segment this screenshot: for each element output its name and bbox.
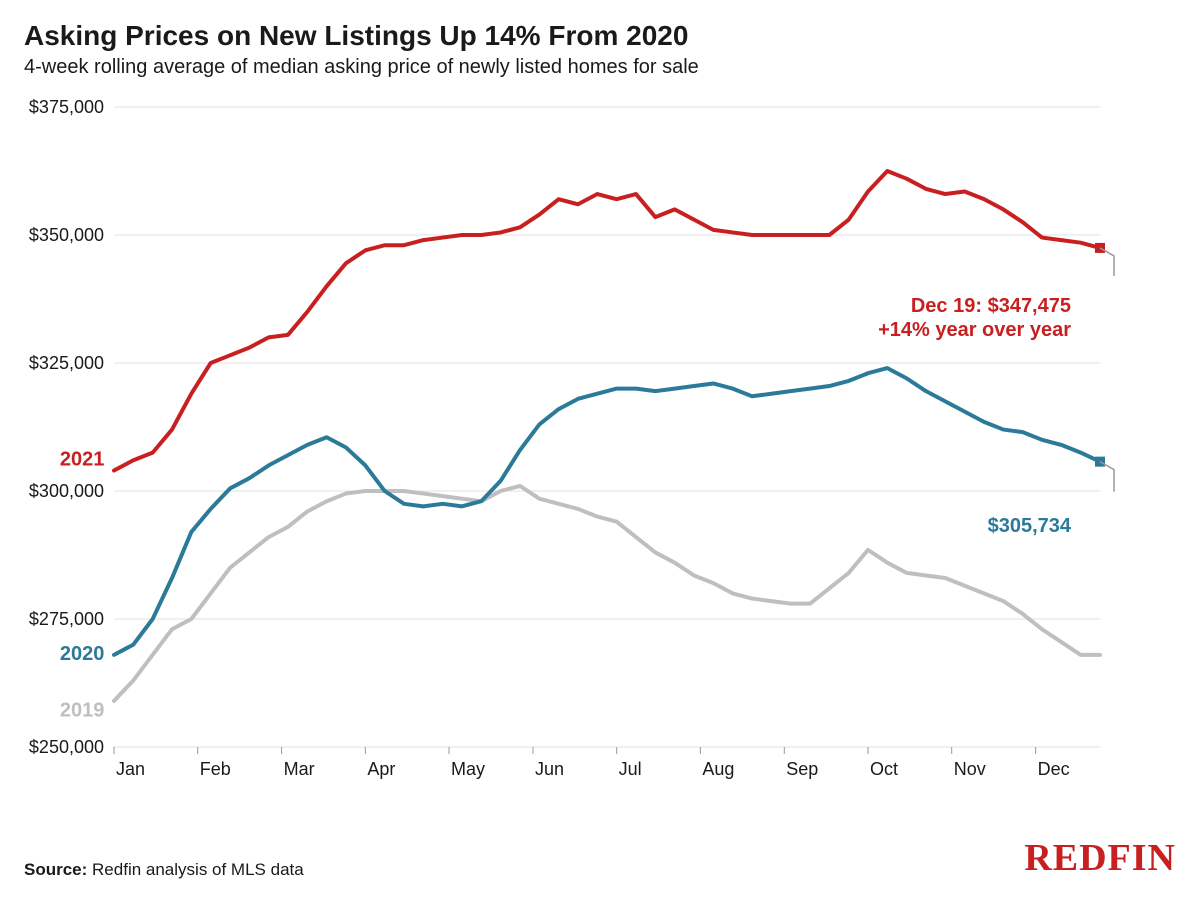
svg-text:Sep: Sep: [786, 759, 818, 779]
svg-text:Apr: Apr: [367, 759, 395, 779]
svg-text:May: May: [451, 759, 485, 779]
svg-text:$305,734: $305,734: [988, 515, 1072, 537]
source-line: Source: Redfin analysis of MLS data: [24, 860, 304, 880]
svg-text:2019: 2019: [60, 699, 105, 721]
svg-text:Jan: Jan: [116, 759, 145, 779]
svg-text:$275,000: $275,000: [29, 609, 104, 629]
chart-area: $250,000 $275,000 $300,000 $325,000 $350,000…: [24, 97, 1176, 826]
svg-text:Mar: Mar: [284, 759, 315, 779]
svg-text:Jun: Jun: [535, 759, 564, 779]
svg-text:Jul: Jul: [619, 759, 642, 779]
svg-text:Oct: Oct: [870, 759, 898, 779]
svg-text:2020: 2020: [60, 643, 105, 665]
svg-text:Dec: Dec: [1038, 759, 1070, 779]
svg-text:Feb: Feb: [200, 759, 231, 779]
line-chart-svg: $250,000 $275,000 $300,000 $325,000 $350,000…: [24, 97, 1174, 797]
svg-text:$325,000: $325,000: [29, 353, 104, 373]
chart-title: Asking Prices on New Listings Up 14% Fro…: [24, 20, 1176, 52]
svg-text:$300,000: $300,000: [29, 481, 104, 501]
svg-text:Nov: Nov: [954, 759, 986, 779]
svg-text:Aug: Aug: [702, 759, 734, 779]
svg-text:2021: 2021: [60, 448, 105, 470]
svg-text:Dec 19: $347,475: Dec 19: $347,475: [911, 295, 1071, 317]
redfin-logo: REDFIN: [1024, 836, 1176, 880]
svg-text:+14% year over year: +14% year over year: [878, 319, 1071, 341]
svg-text:$250,000: $250,000: [29, 737, 104, 757]
source-text: Redfin analysis of MLS data: [92, 860, 304, 879]
source-label: Source:: [24, 860, 87, 879]
svg-text:$375,000: $375,000: [29, 97, 104, 117]
chart-subtitle: 4-week rolling average of median asking …: [24, 56, 1176, 79]
svg-text:$350,000: $350,000: [29, 225, 104, 245]
